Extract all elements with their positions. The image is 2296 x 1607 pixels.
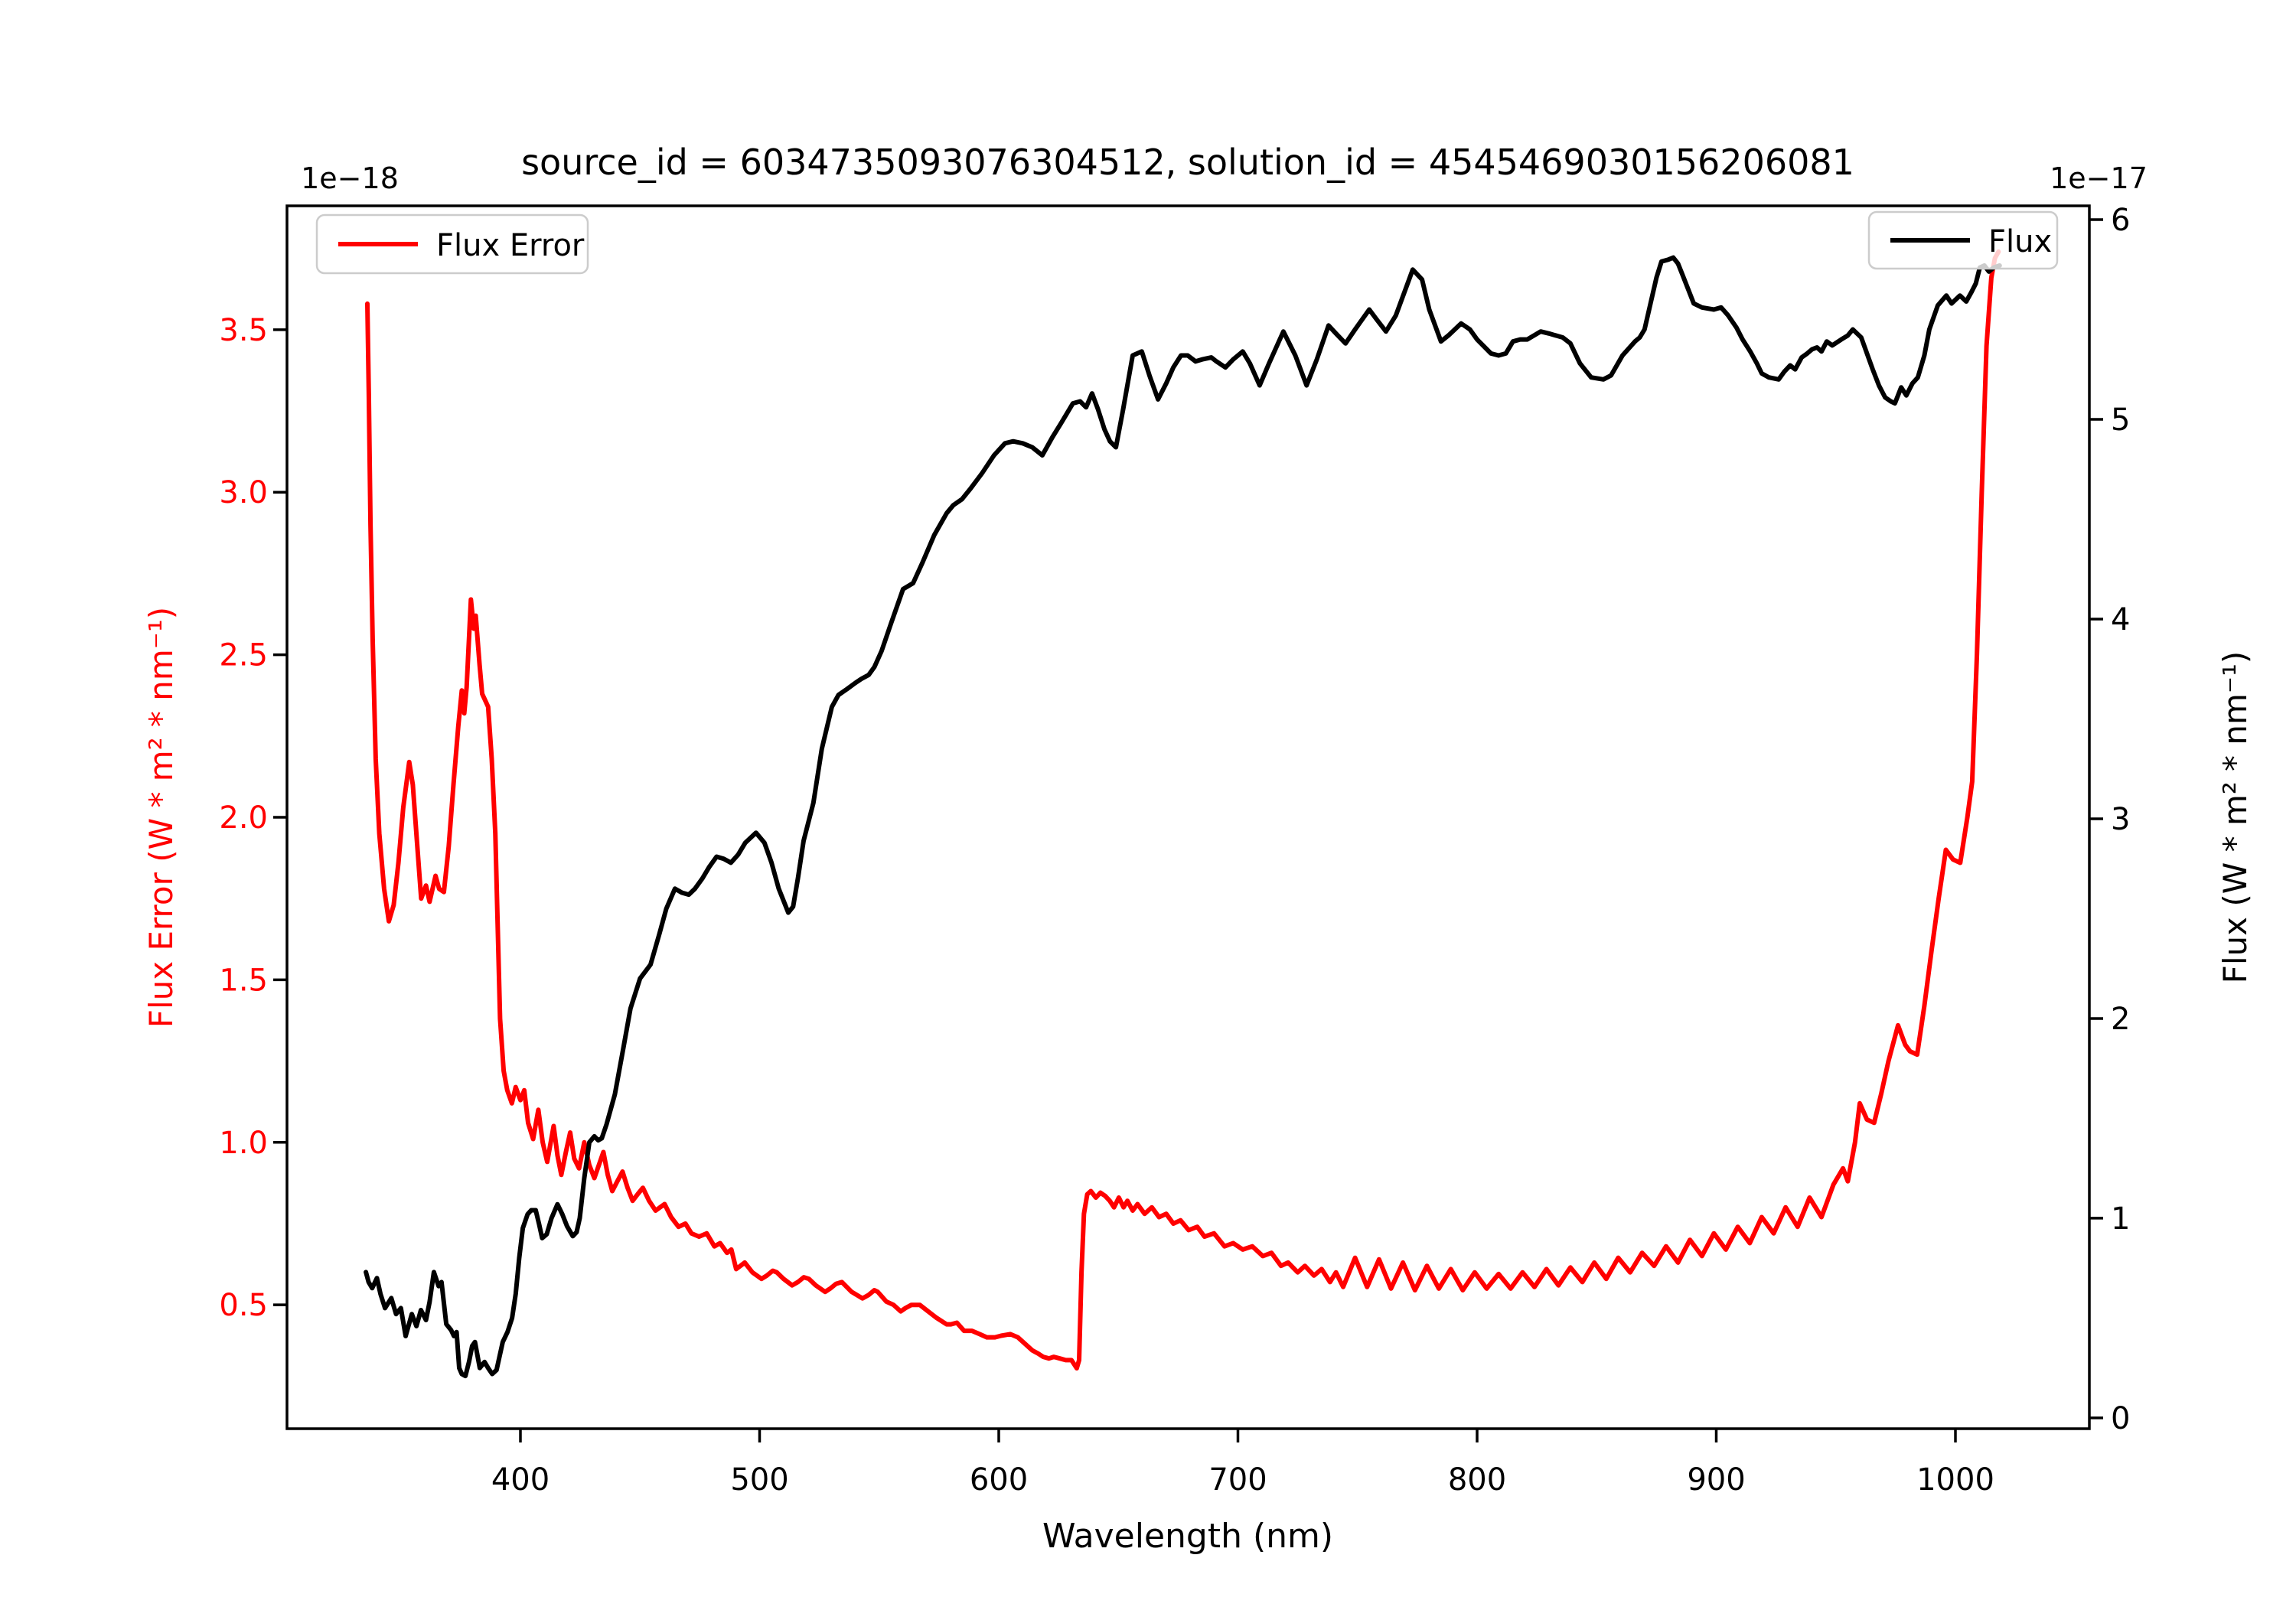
right-y-tick-label: 4 bbox=[2111, 602, 2130, 637]
flux-error-curve bbox=[365, 249, 2001, 1371]
x-tick-label: 600 bbox=[970, 1462, 1028, 1498]
left-y-tick-label: 3.0 bbox=[219, 475, 268, 510]
right-y-tick-label: 6 bbox=[2111, 203, 2130, 238]
left-y-tick-label: 2.5 bbox=[219, 638, 268, 673]
legend-flux-error-box bbox=[315, 214, 589, 275]
x-tick-label: 900 bbox=[1687, 1462, 1745, 1498]
left-axis-offset-text: 1e−18 bbox=[301, 161, 399, 195]
legend-flux-label: Flux bbox=[1988, 224, 2052, 259]
plot-area-spines bbox=[285, 204, 2091, 1430]
right-y-tick-label: 2 bbox=[2111, 1002, 2130, 1037]
legend-flux-error-label: Flux Error bbox=[436, 228, 585, 263]
legend-flux: Flux bbox=[1867, 210, 2059, 270]
right-y-tick-label: 5 bbox=[2111, 403, 2130, 438]
x-tick-label: 500 bbox=[730, 1462, 788, 1498]
legend-flux-error: Flux Error bbox=[315, 214, 589, 275]
right-y-axis-label: Flux (W * m² * nm⁻¹) bbox=[2216, 651, 2254, 984]
right-y-tick-label: 3 bbox=[2111, 802, 2130, 837]
x-tick-label: 1000 bbox=[1916, 1462, 1994, 1498]
left-y-tick-label: 2.0 bbox=[219, 800, 268, 836]
flux-curve bbox=[364, 255, 2002, 1379]
x-tick-label: 800 bbox=[1448, 1462, 1506, 1498]
right-axis-offset-text: 1e−17 bbox=[2050, 161, 2148, 195]
right-y-tick-label: 1 bbox=[2111, 1201, 2130, 1237]
chart-title: source_id = 6034735093076304512, solutio… bbox=[521, 142, 1854, 183]
left-y-tick-label: 0.5 bbox=[219, 1288, 268, 1323]
right-y-tick-label: 0 bbox=[2111, 1401, 2130, 1436]
x-tick-label: 400 bbox=[491, 1462, 550, 1498]
left-y-tick-label: 3.5 bbox=[219, 313, 268, 348]
left-y-tick-label: 1.5 bbox=[219, 963, 268, 998]
left-y-tick-label: 1.0 bbox=[219, 1126, 268, 1161]
left-y-axis-label: Flux Error (W * m² * nm⁻¹) bbox=[142, 607, 180, 1028]
x-tick-label: 700 bbox=[1208, 1462, 1267, 1498]
x-axis-label: Wavelength (nm) bbox=[1042, 1517, 1333, 1556]
